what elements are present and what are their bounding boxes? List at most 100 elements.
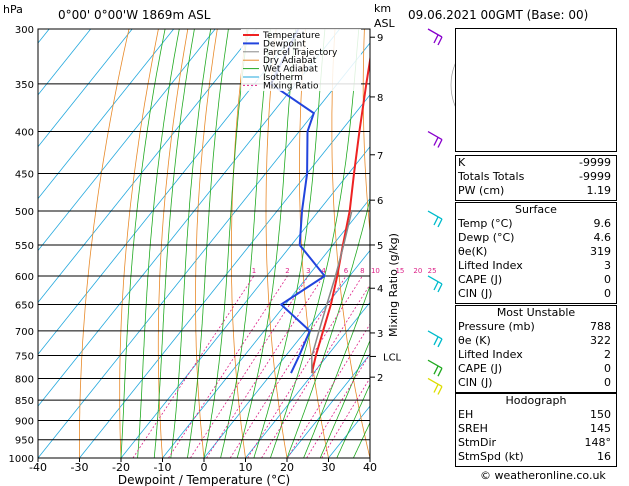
wind-barb-flag [437, 338, 443, 348]
km-tick-label: 4 [377, 284, 383, 295]
wet-adiabat-line [153, 29, 195, 458]
wind-barb-flag [433, 336, 439, 346]
mixing-ratio-label: 20 [413, 267, 422, 275]
wind-barb-flag [437, 218, 443, 228]
mixing-ratio-label: 3 [306, 267, 310, 275]
temperature-line [310, 54, 370, 374]
surface-title: Surface [515, 203, 557, 216]
mixing-ratio-label: 25 [428, 267, 437, 275]
wind-barb-staff [427, 210, 443, 220]
wind-barb-flag [437, 283, 443, 293]
hodograph-table-box [455, 393, 617, 467]
hodograph-row: StmSpd (kt) 16 [455, 450, 617, 464]
copyright: © weatheronline.co.uk [480, 469, 606, 482]
wind-barb-flag [433, 384, 439, 393]
plot-area [38, 29, 453, 458]
wind-barb [427, 210, 443, 228]
legend-label: Parcel Trajectory [263, 48, 338, 58]
pressure-tick-label: 300 [15, 25, 34, 36]
legend-bg [241, 29, 361, 91]
x-tick-label: -20 [112, 461, 130, 474]
index-row-label: K [458, 156, 466, 169]
legend-label: Wet Adiabat [263, 65, 318, 75]
isotherm-line [38, 29, 341, 407]
pressure-tick-label: 650 [15, 301, 34, 312]
hodograph-row: SREH 145 [455, 422, 617, 436]
wind-barb-staff [427, 275, 443, 285]
index-row-label: Totals Totals [458, 170, 525, 183]
dry-adiabat-line [299, 29, 329, 458]
hodograph-title: Hodograph [505, 394, 567, 407]
hodograph-panel [455, 28, 617, 152]
x-tick-label: 30 [322, 461, 336, 474]
surface-box [455, 202, 617, 304]
wind-barb-flag [437, 36, 443, 46]
wind-barb [427, 28, 443, 46]
asl-label: ASL [374, 17, 395, 30]
km-tick-label: 6 [377, 196, 383, 207]
pressure-tick-label: 700 [15, 327, 34, 338]
surface-row-value: 9.6 [593, 217, 612, 230]
index-row-value: -9999 [579, 156, 611, 169]
legend-label: Isotherm [263, 73, 303, 83]
wind-barb-staff [427, 359, 443, 369]
wind-barb [427, 377, 443, 395]
pressure-tick-label: 550 [15, 241, 34, 252]
wind-barb-flag [433, 365, 439, 375]
index-row-label: PW (cm) [458, 184, 505, 197]
most-unstable-row: Lifted Index 2 [455, 348, 617, 362]
wind-barb-flag [437, 139, 443, 148]
pressure-tick-label: 750 [15, 351, 34, 362]
indices-box [455, 155, 617, 201]
pressure-tick-label: 1000 [9, 454, 34, 465]
km-tick-label: 2 [377, 373, 383, 384]
indices-table: K -9999 Totals Totals -9999 PW (cm) 1.19 [455, 156, 617, 198]
pressure-tick-label: 500 [15, 207, 34, 218]
wind-barb-flag [433, 216, 439, 226]
legend-label: Temperature [262, 31, 320, 41]
pressure-tick-label: 850 [15, 396, 34, 407]
hodograph-row-label: StmDir [458, 436, 497, 449]
x-tick-label: 0 [201, 461, 208, 474]
most-unstable-row-value: 0 [604, 362, 611, 375]
surface-row-value: 0 [604, 273, 611, 286]
surface-row: Temp (°C) 9.6 [455, 217, 617, 231]
x-tick-label: 40 [363, 461, 377, 474]
km-label: km [374, 2, 392, 15]
dewpoint-line [269, 29, 327, 374]
wind-barb-staff [427, 330, 443, 340]
mixing-ratio-label: 1 [252, 267, 256, 275]
most-unstable-row: θe (K) 322 [455, 334, 617, 348]
mixing-ratio-label: 2 [285, 267, 289, 275]
most-unstable-row-label: CIN (J) [458, 376, 493, 389]
x-tick-label: -40 [29, 461, 47, 474]
surface-row-label: Lifted Index [458, 259, 523, 272]
km-tick-label: 8 [377, 93, 383, 104]
isotherm-line [245, 301, 370, 458]
dry-adiabat-line [394, 29, 453, 458]
pressure-unit-label: hPa [3, 3, 23, 16]
surface-row: Lifted Index 3 [455, 259, 617, 273]
surface-row-label: Temp (°C) [458, 217, 513, 230]
mixing-ratio-line [190, 275, 309, 458]
legend-label: Mixing Ratio [263, 81, 319, 91]
hodograph-row-value: 148° [584, 436, 612, 449]
dry-adiabat-line [79, 29, 130, 458]
mixing-ratio-label: 10 [371, 267, 380, 275]
isotherm-line [38, 42, 370, 458]
wind-barb [427, 275, 443, 293]
mixing-ratio-label: 4 [321, 267, 326, 275]
most-unstable-row-label: CAPE (J) [458, 362, 503, 375]
surface-row-value: 3 [604, 259, 611, 272]
mixing-ratio-line [168, 275, 288, 458]
most-unstable-row-value: 2 [604, 348, 611, 361]
x-axis-title: Dewpoint / Temperature (°C) [118, 473, 290, 486]
isotherm-line [38, 29, 175, 200]
mixing-ratio-line [321, 377, 370, 458]
isotherm-line [286, 353, 370, 458]
km-tick-label: 3 [377, 329, 383, 340]
dry-adiabat-line [230, 29, 248, 458]
wind-barb-flag [433, 281, 439, 291]
wet-adiabat-line [303, 284, 370, 458]
km-tick-label: 5 [377, 241, 383, 252]
